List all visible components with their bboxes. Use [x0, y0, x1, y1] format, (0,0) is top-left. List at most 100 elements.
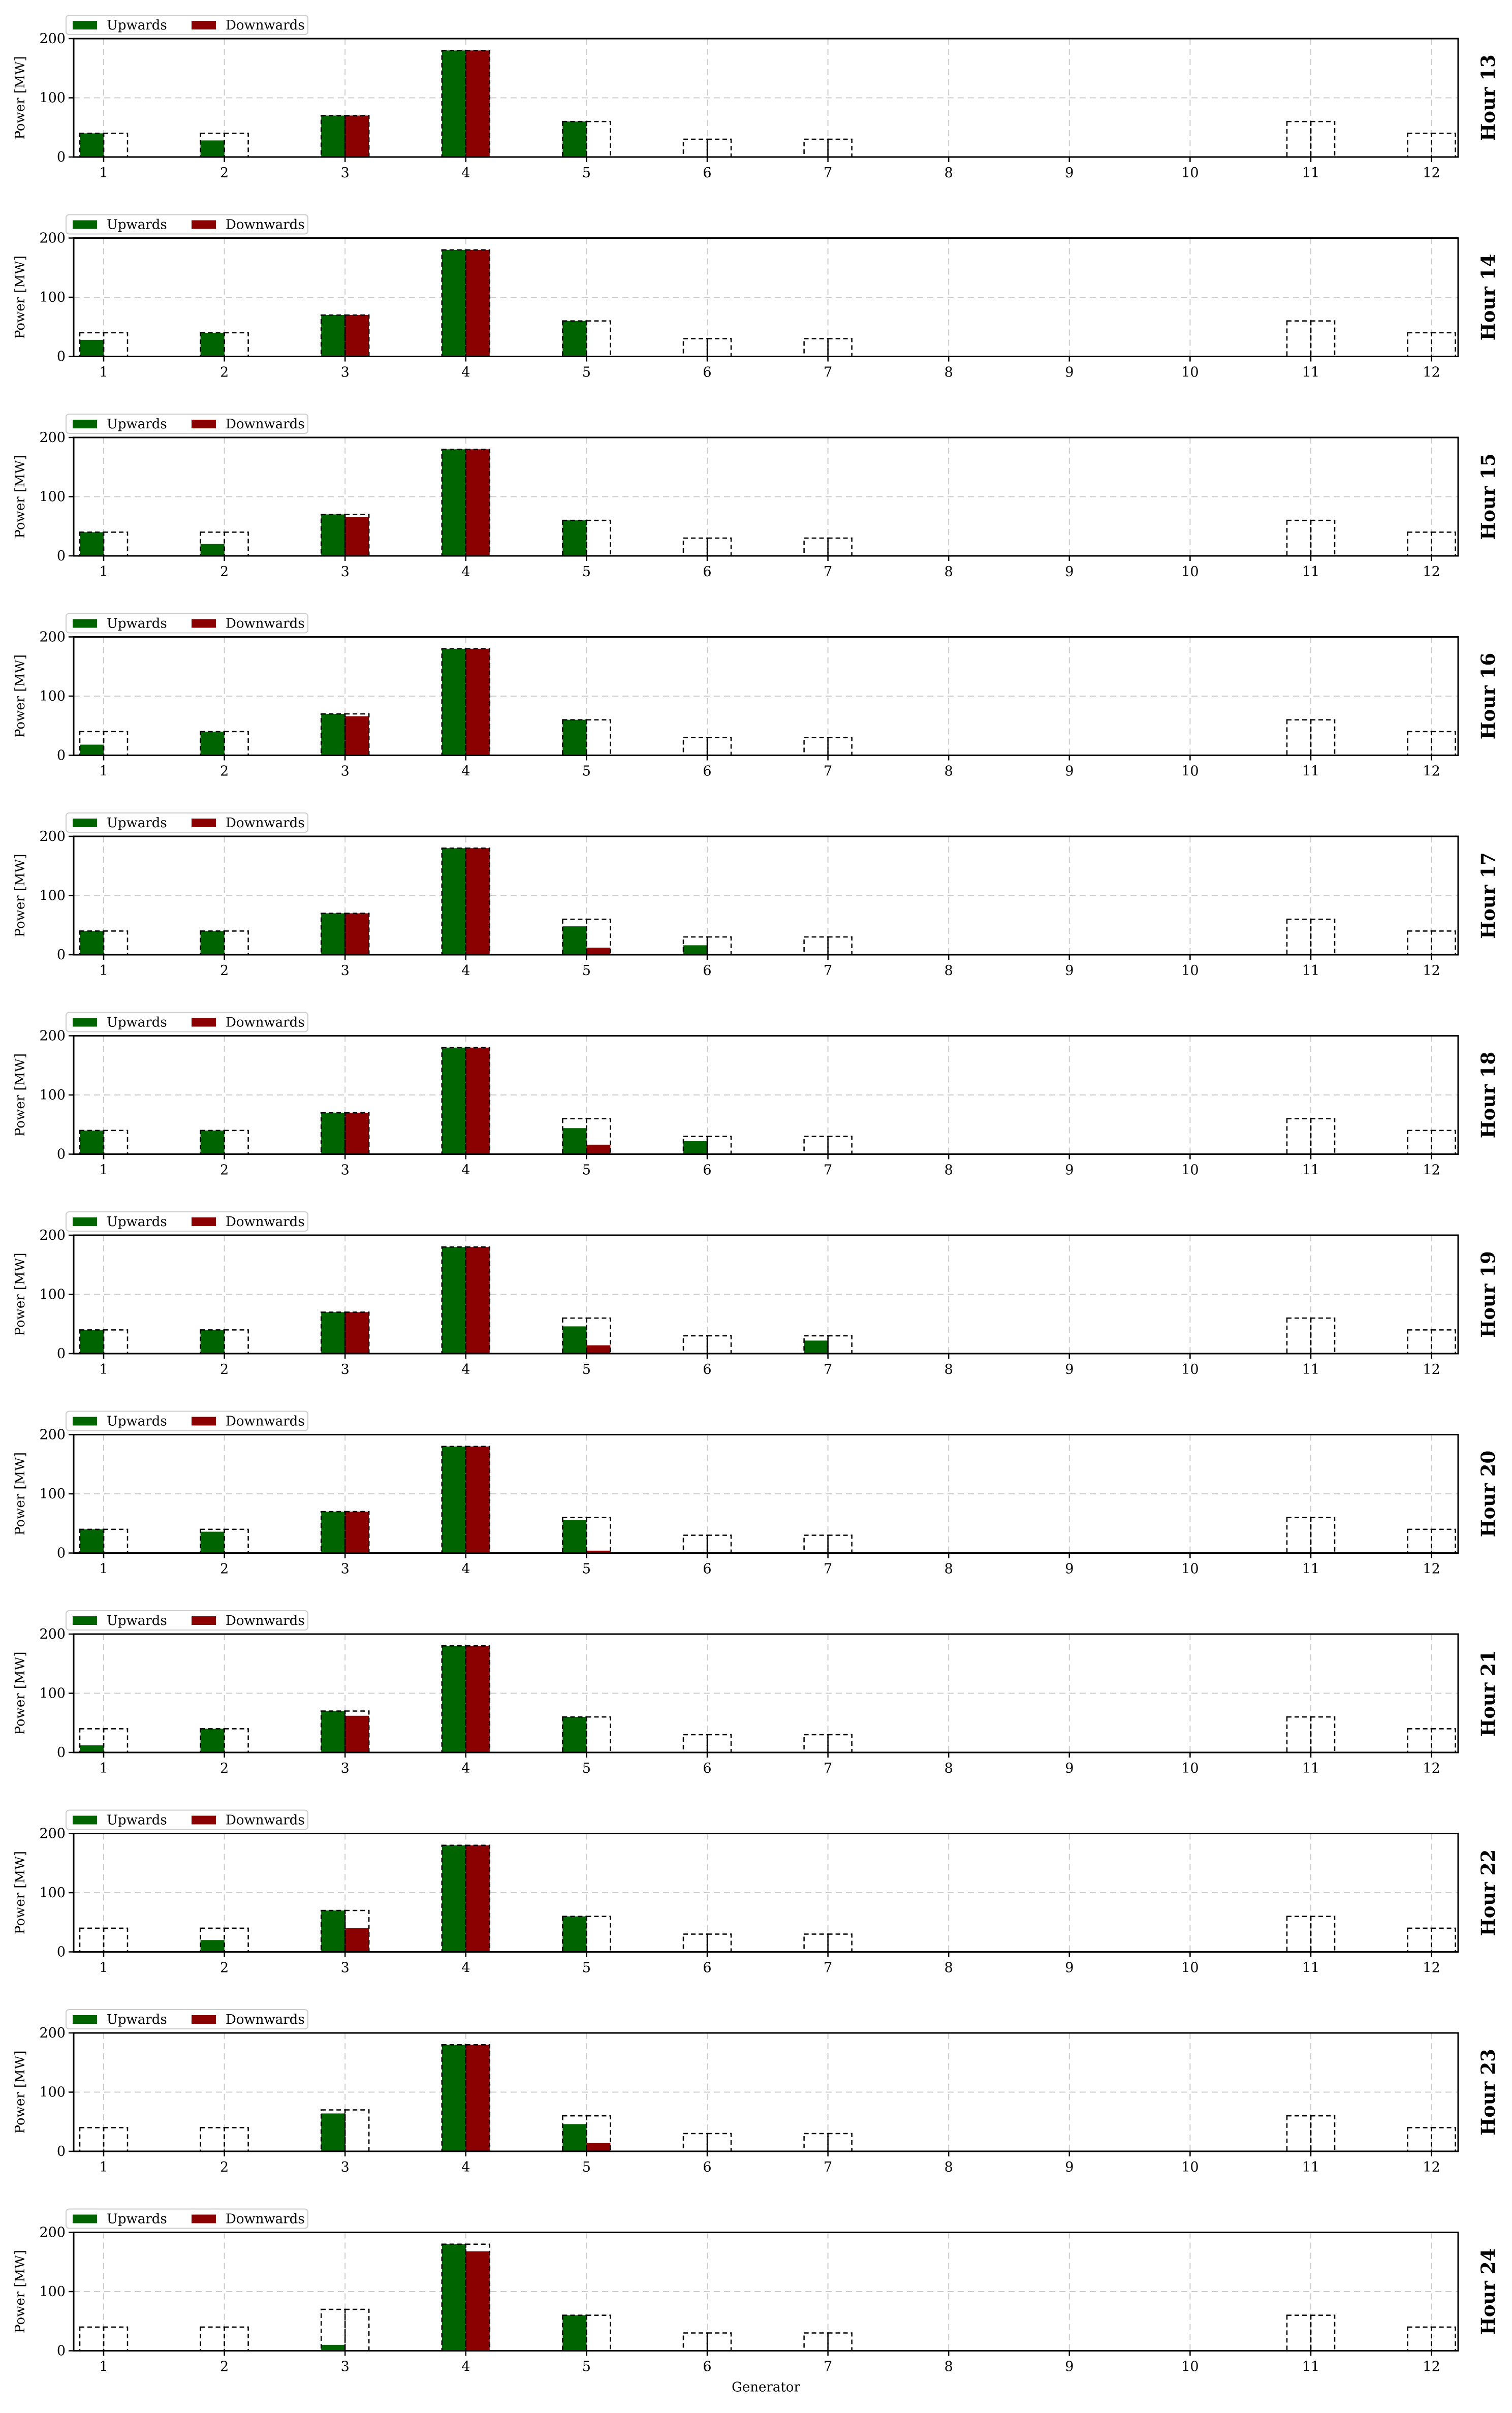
x-tick-label: 3 — [341, 1761, 350, 1776]
capacity-outline-downwards — [827, 537, 853, 557]
capacity-outline-downwards — [344, 2308, 370, 2352]
legend-label-downwards: Downwards — [226, 1414, 305, 1429]
legend-swatch-downwards — [192, 2015, 216, 2024]
legend-swatch-upwards — [73, 1616, 97, 1625]
x-tick-label: 12 — [1423, 1761, 1440, 1776]
bar-upwards — [562, 719, 587, 756]
legend-label-upwards: Upwards — [107, 1613, 167, 1628]
y-axis-label: Power [MW] — [13, 2050, 28, 2134]
legend-swatch-downwards — [192, 1417, 216, 1426]
capacity-outline-downwards — [827, 138, 853, 158]
bar-downwards — [465, 848, 490, 955]
x-tick-label: 11 — [1302, 1761, 1319, 1776]
capacity-outline-downwards — [465, 848, 491, 956]
capacity-outline-downwards — [1431, 531, 1456, 557]
capacity-outline-downwards — [827, 2133, 853, 2152]
capacity-outline-downwards — [827, 1534, 853, 1554]
legend-swatch-upwards — [73, 1417, 97, 1426]
legend-swatch-upwards — [73, 1815, 97, 1825]
legend-label-upwards: Upwards — [107, 2012, 167, 2027]
legend-swatch-downwards — [192, 2214, 216, 2223]
legend: Upwards Downwards — [66, 613, 308, 634]
x-tick-label: 10 — [1181, 2159, 1199, 2175]
legend-label-downwards: Downwards — [226, 1015, 305, 1030]
x-tick-label: 12 — [1423, 963, 1440, 979]
y-tick-label: 0 — [57, 1346, 66, 1362]
legend-label-upwards: Upwards — [107, 1214, 167, 1230]
legend-label-upwards: Upwards — [107, 1015, 167, 1030]
y-axis-label: Power [MW] — [13, 1851, 28, 1934]
bar-upwards — [321, 1312, 345, 1354]
y-tick-label: 0 — [57, 1147, 66, 1163]
y-tick-label: 100 — [39, 1686, 66, 1702]
capacity-outline-upwards — [682, 537, 708, 557]
bar-upwards — [442, 1247, 466, 1354]
capacity-outline-downwards — [103, 1927, 129, 1953]
capacity-outline-downwards — [827, 737, 853, 756]
capacity-outline-upwards — [682, 2133, 708, 2152]
x-tick-label: 2 — [220, 564, 229, 580]
bar-downwards — [345, 1112, 369, 1154]
capacity-outline-downwards — [586, 1916, 611, 1953]
x-tick-label: 5 — [582, 963, 591, 979]
capacity-outline-upwards — [682, 2332, 708, 2352]
capacity-outline-downwards — [706, 1534, 732, 1554]
y-tick-label: 200 — [39, 1028, 66, 1044]
y-axis-label: Power [MW] — [13, 1651, 28, 1735]
capacity-outline-downwards — [465, 1246, 491, 1355]
capacity-outline-downwards — [586, 719, 611, 756]
bar-upwards — [321, 1910, 345, 1952]
bar-upwards — [321, 1112, 345, 1154]
capacity-outline-downwards — [1431, 1927, 1456, 1953]
legend: Upwards Downwards — [66, 1809, 308, 1830]
bar-upwards — [442, 249, 466, 357]
y-tick-label: 100 — [39, 1287, 66, 1303]
x-tick-label: 12 — [1423, 1362, 1440, 1377]
capacity-outline-upwards — [682, 737, 708, 756]
capacity-outline-upwards — [1407, 2326, 1432, 2352]
y-axis-label: Power [MW] — [13, 654, 28, 738]
y-tick-label: 0 — [57, 748, 66, 764]
capacity-outline-downwards — [1431, 930, 1456, 956]
x-tick-label: 9 — [1065, 2159, 1074, 2175]
legend-box — [66, 2208, 308, 2229]
x-tick-label: 5 — [582, 165, 591, 181]
legend-box — [66, 2009, 308, 2029]
capacity-outline-downwards — [827, 1933, 853, 1953]
x-tick-label: 10 — [1181, 1960, 1199, 1976]
x-tick-label: 9 — [1065, 165, 1074, 181]
legend-swatch-upwards — [73, 21, 97, 29]
capacity-outline-downwards — [827, 936, 853, 956]
x-tick-label: 7 — [824, 2159, 832, 2175]
x-tick-label: 8 — [944, 365, 953, 381]
bar-upwards — [80, 1529, 104, 1553]
y-tick-label: 0 — [57, 548, 66, 564]
capacity-outline-upwards — [79, 2127, 105, 2152]
bar-upwards — [200, 1940, 225, 1952]
y-tick-label: 0 — [57, 1745, 66, 1761]
legend-box — [66, 1012, 308, 1032]
capacity-outline-upwards — [79, 2326, 105, 2352]
bar-upwards — [80, 133, 104, 157]
y-tick-label: 100 — [39, 1885, 66, 1901]
x-tick-label: 10 — [1181, 764, 1199, 779]
capacity-outline-upwards — [1407, 930, 1432, 956]
x-tick-label: 1 — [99, 963, 108, 979]
bar-downwards — [465, 1646, 490, 1752]
panel-title: Hour 16 — [1477, 653, 1499, 739]
x-tick-label: 8 — [944, 165, 953, 181]
bar-upwards — [562, 2315, 587, 2351]
capacity-outline-upwards — [803, 338, 829, 357]
capacity-outline-upwards — [200, 1728, 225, 1753]
bar-downwards — [345, 115, 369, 157]
x-tick-label: 12 — [1423, 1163, 1440, 1178]
panel-title: Hour 20 — [1477, 1451, 1499, 1537]
y-tick-label: 0 — [57, 149, 66, 165]
bar-downwards — [586, 948, 611, 955]
capacity-outline-upwards — [1407, 1528, 1432, 1554]
capacity-outline-downwards — [1431, 133, 1456, 158]
